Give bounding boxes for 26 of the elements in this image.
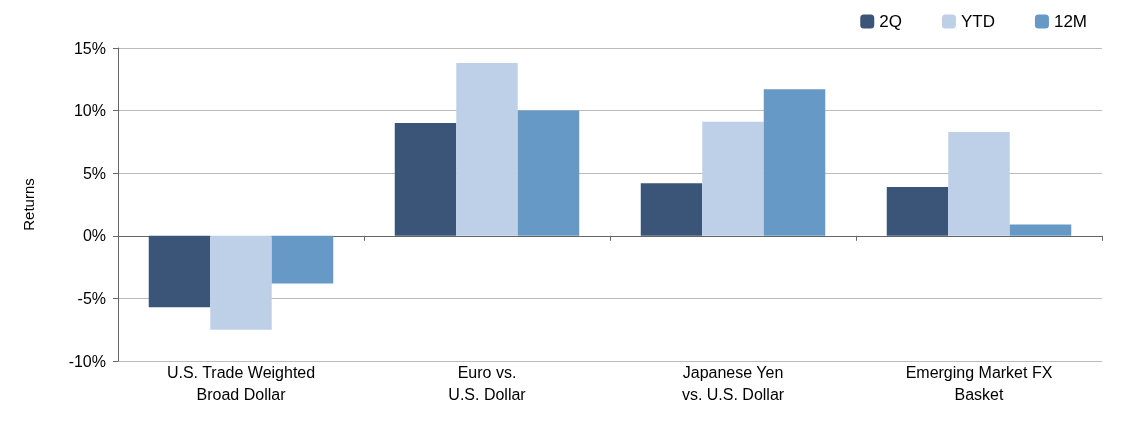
bar xyxy=(456,63,518,236)
bar xyxy=(1009,224,1072,236)
bar xyxy=(763,89,826,236)
x-tick-label: U.S. Trade Weighted Broad Dollar xyxy=(166,363,316,403)
y-tick-label: 10% xyxy=(73,102,106,120)
y-tick-label: 15% xyxy=(73,39,106,57)
bar xyxy=(948,131,1010,236)
bar xyxy=(394,123,457,236)
x-tick-label: Japanese Yen vs. U.S. Dollar xyxy=(681,363,785,403)
legend-label: 12M xyxy=(1053,12,1088,31)
bar xyxy=(210,235,272,330)
x-tick-label: Euro vs. U.S. Dollar xyxy=(448,363,527,403)
y-axis-title: Returns xyxy=(20,178,37,231)
bar xyxy=(271,235,334,284)
bar xyxy=(517,110,580,236)
x-tick-label: Emerging Market FX Basket xyxy=(905,363,1053,403)
y-tick-label: 5% xyxy=(82,164,106,182)
y-tick-label: -5% xyxy=(77,289,106,307)
bar xyxy=(148,235,211,308)
bar xyxy=(640,183,703,236)
bar xyxy=(702,121,764,236)
legend-label: 2Q xyxy=(879,12,902,31)
legend-label: YTD xyxy=(960,12,995,31)
y-tick-label: -10% xyxy=(68,352,106,370)
y-tick-label: 0% xyxy=(82,227,106,245)
bar xyxy=(886,186,949,236)
